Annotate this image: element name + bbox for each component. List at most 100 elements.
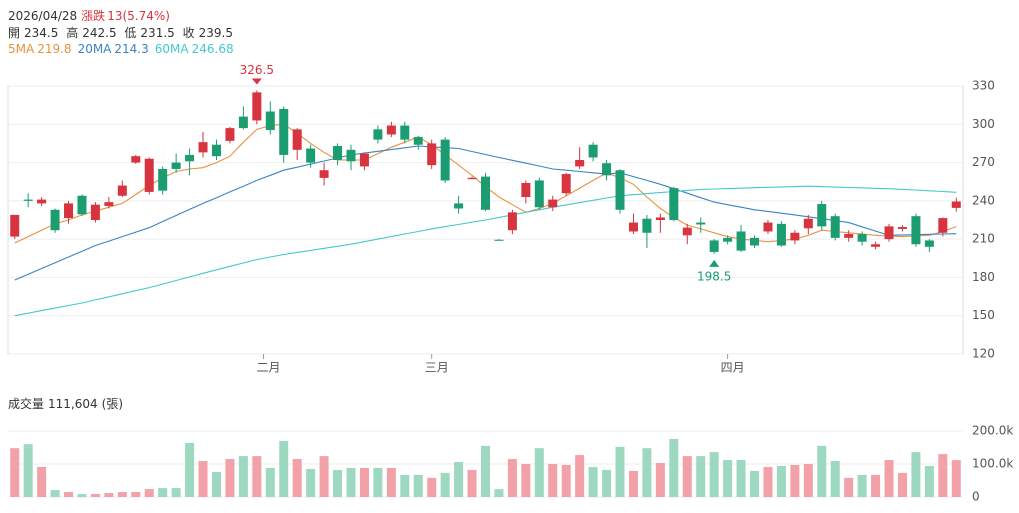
- volume-bar: [830, 461, 840, 497]
- ohlc-value: 239.5: [198, 25, 233, 40]
- header-line: 2026/04/28 漲跌 13(5.74%): [8, 8, 240, 25]
- candle-body: [171, 162, 181, 169]
- ohlc-label: 收: [182, 25, 195, 40]
- ma-value: 214.3: [114, 42, 149, 56]
- volume-bar: [104, 493, 114, 497]
- candle-body: [669, 188, 679, 220]
- x-tick-label: 四月: [721, 361, 745, 375]
- volume-value: 111,604: [48, 397, 98, 411]
- volume-bar: [924, 465, 934, 497]
- volume-bar: [750, 470, 760, 497]
- volume-bar: [37, 466, 47, 497]
- ohlc-label: 低: [124, 25, 137, 40]
- volume-bar: [534, 448, 544, 497]
- ohlc-line: 開 234.5 高 242.5 低 231.5 收 239.5: [8, 25, 240, 42]
- volume-bar: [561, 464, 571, 497]
- volume-bar: [373, 467, 383, 497]
- volume-header: 成交量 111,604 (張): [8, 395, 127, 412]
- candle-body: [857, 234, 867, 242]
- volume-bar: [171, 488, 181, 497]
- candle-body: [413, 137, 423, 145]
- volume-bar: [602, 469, 612, 497]
- volume-bar: [897, 472, 907, 497]
- volume-bar: [158, 488, 168, 497]
- candle-body: [90, 204, 100, 220]
- volume-bar: [736, 460, 746, 497]
- candle-body: [830, 216, 840, 238]
- volume-bar: [306, 468, 316, 497]
- ohlc-value: 231.5: [140, 25, 175, 40]
- candle-body: [144, 158, 154, 192]
- volume-bar: [844, 477, 854, 497]
- candle-body: [211, 144, 221, 157]
- volume-bar: [655, 463, 665, 497]
- volume-bar: [911, 452, 921, 497]
- candle-body: [10, 214, 20, 237]
- candle-body: [924, 240, 934, 247]
- candle-body: [723, 237, 733, 242]
- volume-bar: [938, 454, 948, 497]
- y-tick-label: 200.0k: [972, 424, 1013, 438]
- ohlc-value: 242.5: [82, 25, 117, 40]
- volume-bar: [803, 464, 813, 497]
- candle-body: [951, 201, 961, 208]
- volume-bar: [682, 456, 692, 497]
- y-tick-label: 300: [972, 117, 995, 131]
- volume-bar: [723, 460, 733, 497]
- max-marker: [251, 78, 262, 85]
- candle-body: [803, 218, 813, 229]
- volume-bar: [185, 442, 195, 497]
- candle-body: [844, 234, 854, 238]
- candle-body: [494, 239, 504, 241]
- volume-bar: [454, 462, 464, 497]
- candle-body: [185, 154, 195, 162]
- volume-bar: [575, 455, 585, 497]
- candle-body: [440, 139, 450, 181]
- candle-body: [252, 92, 262, 121]
- volume-bar: [90, 494, 100, 497]
- candle-body: [696, 222, 706, 225]
- x-tick-label: 三月: [425, 361, 449, 375]
- candle-body: [615, 170, 625, 210]
- candle-body: [763, 222, 773, 232]
- candle-body: [386, 125, 396, 135]
- volume-bar: [333, 469, 343, 497]
- change: 13(5.74%): [107, 9, 170, 23]
- candle-body: [871, 244, 881, 247]
- candle-body: [911, 216, 921, 245]
- volume-unit: (張): [101, 397, 124, 411]
- volume-bar: [440, 472, 450, 497]
- y-tick-label: 210: [972, 232, 995, 246]
- candle-body: [750, 237, 760, 246]
- volume-bar: [50, 490, 60, 497]
- candle-body: [37, 199, 47, 204]
- candle-body: [602, 163, 612, 176]
- header: 2026/04/28 漲跌 13(5.74%) 開 234.5 高 242.5 低 231…: [8, 8, 240, 58]
- y-tick-label: 120: [972, 347, 995, 361]
- candle-body: [655, 217, 665, 220]
- date: 2026/04/28: [8, 9, 78, 23]
- volume-bar: [763, 466, 773, 497]
- volume-bar: [319, 456, 329, 497]
- volume-bar: [292, 459, 302, 497]
- candle-body: [817, 204, 827, 227]
- candle-body: [575, 160, 585, 167]
- ma-name: 20MA: [77, 42, 112, 56]
- volume-bar: [951, 460, 961, 497]
- ohlc-label: 高: [66, 25, 79, 40]
- max-label: 326.5: [240, 63, 274, 77]
- candle-body: [346, 149, 356, 162]
- candle-body: [790, 232, 800, 241]
- candle-body: [682, 227, 692, 236]
- candle-body: [104, 202, 114, 206]
- ma-value: 219.8: [37, 42, 72, 56]
- volume-bar: [615, 446, 625, 497]
- volume-bar: [427, 477, 437, 497]
- y-tick-label: 100.0k: [972, 457, 1013, 471]
- ma-line: [14, 145, 957, 281]
- candle-body: [50, 209, 60, 231]
- volume-bar: [252, 456, 262, 497]
- y-tick-label: 330: [972, 79, 995, 93]
- ohlc-label: 開: [8, 25, 21, 40]
